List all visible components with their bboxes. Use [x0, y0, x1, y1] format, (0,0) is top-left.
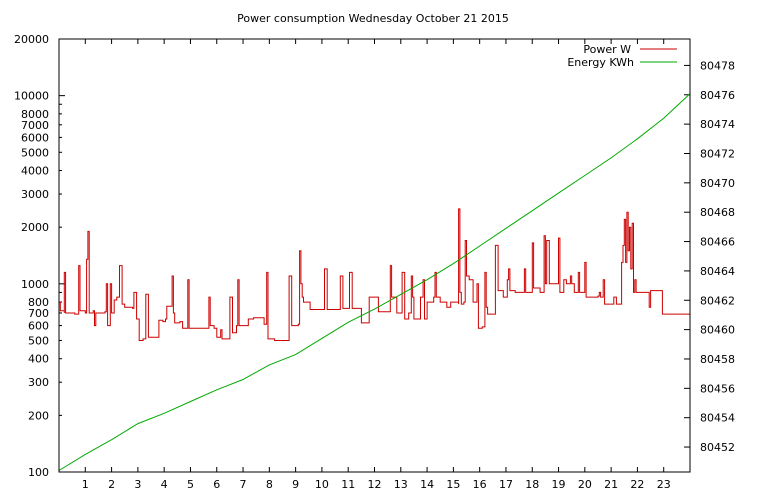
y-right-tick-label: 80476	[700, 89, 735, 102]
y-right-tick-label: 80456	[700, 382, 735, 395]
y-left-tick-label: 4000	[21, 165, 49, 178]
y-right-tick-label: 80462	[700, 294, 735, 307]
y-right-tick-label: 80470	[700, 177, 735, 190]
y-right-tick-label: 80460	[700, 324, 735, 337]
x-tick-label: 13	[394, 478, 408, 491]
x-tick-label: 5	[187, 478, 194, 491]
y-right-tick-label: 80464	[700, 265, 735, 278]
x-tick-label: 16	[473, 478, 487, 491]
y-right-tick-label: 80472	[700, 147, 735, 160]
x-tick-label: 11	[341, 478, 355, 491]
y-left-tick-label: 3000	[21, 188, 49, 201]
axis-ticks: 1 2 3 4 5 6 7 8 9 10 11 12 13 14 15 16 17 18 19 20 21 22 23100…	[14, 33, 735, 491]
x-tick-label: 20	[578, 478, 592, 491]
y-left-tick-label: 600	[28, 320, 49, 333]
y-left-tick-label: 200	[28, 409, 49, 422]
series-energy-line	[58, 93, 691, 471]
y-left-tick-label: 400	[28, 353, 49, 366]
y-left-tick-label: 2000	[21, 221, 49, 234]
y-right-tick-label: 80466	[700, 236, 735, 249]
y-right-tick-label: 80454	[700, 412, 735, 425]
x-tick-label: 10	[315, 478, 329, 491]
x-tick-label: 23	[657, 478, 671, 491]
x-tick-label: 14	[420, 478, 434, 491]
x-tick-label: 1	[82, 478, 89, 491]
y-left-tick-label: 6000	[21, 131, 49, 144]
x-tick-label: 22	[630, 478, 644, 491]
series-lines	[58, 93, 691, 471]
x-tick-label: 7	[240, 478, 247, 491]
legend-label-power: Power W	[583, 43, 631, 56]
legend-label-energy: Energy KWh	[567, 56, 634, 69]
y-left-tick-label: 700	[28, 307, 49, 320]
y-right-tick-label: 80468	[700, 206, 735, 219]
y-left-tick-label: 10000	[14, 90, 49, 103]
y-left-tick-label: 5000	[21, 146, 49, 159]
x-tick-label: 15	[446, 478, 460, 491]
y-left-tick-label: 8000	[21, 108, 49, 121]
x-tick-label: 9	[292, 478, 299, 491]
y-left-tick-label: 500	[28, 334, 49, 347]
plot-frame	[58, 38, 691, 473]
y-left-tick-label: 800	[28, 296, 49, 309]
x-tick-label: 19	[552, 478, 566, 491]
chart-title: Power consumption Wednesday October 21 2…	[237, 12, 509, 25]
x-tick-label: 21	[604, 478, 618, 491]
legend: Power W Energy KWh	[567, 43, 677, 69]
y-right-tick-label: 80458	[700, 353, 735, 366]
series-power-line	[59, 208, 690, 341]
x-tick-label: 18	[525, 478, 539, 491]
y-left-tick-label: 300	[28, 376, 49, 389]
x-tick-label: 17	[499, 478, 513, 491]
y-left-tick-label: 100	[28, 466, 49, 479]
x-tick-label: 3	[134, 478, 141, 491]
x-tick-label: 8	[266, 478, 273, 491]
x-tick-label: 4	[161, 478, 168, 491]
y-left-tick-label: 7000	[21, 119, 49, 132]
x-tick-label: 2	[108, 478, 115, 491]
y-right-tick-label: 80474	[700, 118, 735, 131]
x-tick-label: 12	[368, 478, 382, 491]
x-tick-label: 6	[213, 478, 220, 491]
y-right-tick-label: 80452	[700, 441, 735, 454]
y-left-tick-label: 20000	[14, 33, 49, 46]
y-left-tick-label: 1000	[21, 278, 49, 291]
y-right-tick-label: 80478	[700, 59, 735, 72]
